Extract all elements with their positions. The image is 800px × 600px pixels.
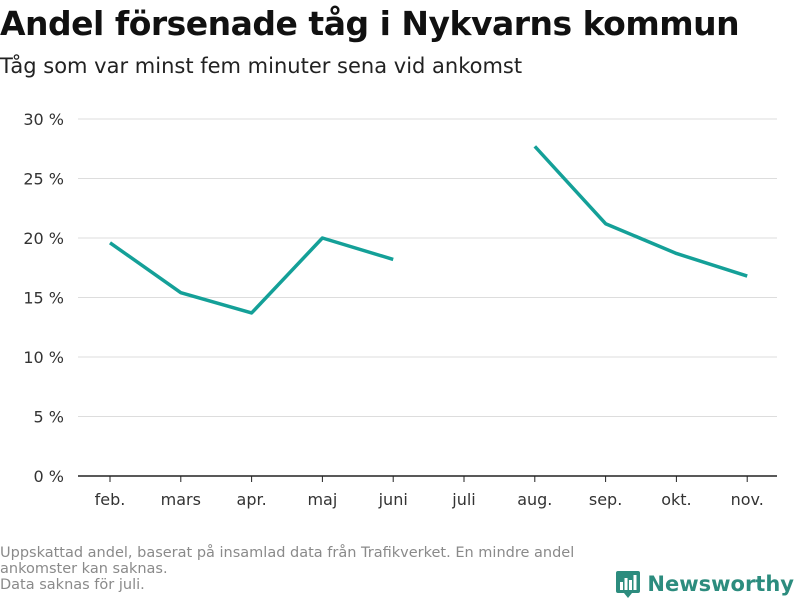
series-line-segment (108, 236, 394, 315)
x-tick-label: mars (161, 490, 201, 509)
series-lines (108, 145, 748, 315)
x-tick-label: okt. (661, 490, 691, 509)
footnote: Uppskattad andel, baserat på insamlad da… (0, 545, 640, 593)
footnote-missing-data: Data saknas för juli. (0, 577, 145, 593)
x-tick-label: maj (307, 490, 337, 509)
x-tick-labels: feb. mars apr. maj juni juli aug. sep. okt. nov. (95, 490, 764, 509)
newsworthy-logo-icon (616, 571, 641, 598)
y-tick-label: 20 % (23, 229, 64, 248)
brand-logo: Newsworthy (615, 568, 794, 600)
y-tick-labels: 0 % 5 % 10 % 15 % 20 % 25 % 30 % (23, 110, 64, 486)
y-tick-label: 0 % (34, 467, 64, 486)
y-tick-label: 15 % (23, 289, 64, 308)
grid-lines (78, 118, 777, 417)
line-chart: 0 % 5 % 10 % 15 % 20 % 25 % 30 % feb. mars apr. m… (23, 110, 777, 509)
x-tick-label: feb. (95, 490, 126, 509)
x-axis (78, 475, 777, 482)
y-tick-label: 30 % (23, 110, 64, 129)
y-tick-label: 10 % (23, 348, 64, 367)
x-tick-label: juni (378, 490, 408, 509)
x-tick-label: nov. (731, 490, 764, 509)
x-tick-label: sep. (589, 490, 622, 509)
series-line-segment (533, 145, 748, 278)
y-tick-label: 5 % (34, 408, 64, 427)
x-tick-label: apr. (237, 490, 267, 509)
footnote-source: Uppskattad andel, baserat på insamlad da… (0, 545, 575, 577)
brand-name: Newsworthy (647, 572, 794, 596)
x-tick-label: juli (451, 490, 475, 509)
chart-subtitle: Tåg som var minst fem minuter sena vid a… (0, 54, 523, 78)
chart-title: Andel försenade tåg i Nykvarns kommun (0, 4, 740, 43)
y-tick-label: 25 % (23, 170, 64, 189)
x-tick-label: aug. (517, 490, 552, 509)
